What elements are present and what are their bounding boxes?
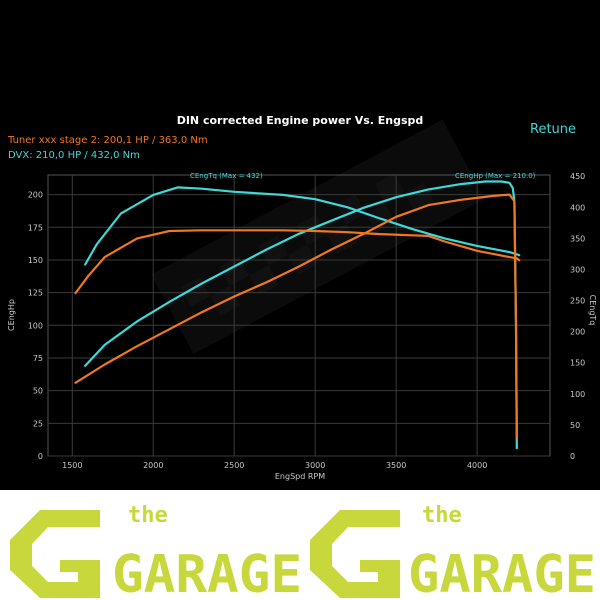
logo-right-small: the [422, 503, 462, 528]
y-tick-label-right: 350 [570, 234, 585, 243]
legend-tuner: Tuner xxx stage 2: 200,1 HP / 363,0 Nm [7, 135, 208, 146]
logo-left-big: GARAGE [112, 545, 302, 600]
garage-logo-left: the GARAGE [10, 503, 302, 600]
tick-labels: 1500 2000 2500 3000 3500 40000255075100125150… [28, 172, 586, 470]
y-tick-label-right: 200 [570, 328, 585, 337]
x-tick-label: 4000 [467, 461, 487, 470]
garage-logo-right: the GARAGE [310, 503, 596, 600]
y-tick-label-left: 200 [28, 191, 43, 200]
x-tick-label: 3500 [386, 461, 406, 470]
dvx-torque-curve [84, 186, 521, 266]
g-emblem-right-icon [310, 510, 400, 598]
tuner-torque-curve [74, 229, 521, 295]
y-tick-label-left: 25 [33, 419, 43, 428]
g-emblem-left-icon [10, 510, 100, 598]
grid [48, 175, 550, 457]
y-tick-label-left: 175 [28, 223, 43, 232]
legend-dvx: DVX: 210,0 HP / 432,0 Nm [8, 150, 140, 161]
y-axis-label-left: CEngHp [7, 299, 16, 331]
y-tick-label-right: 450 [570, 172, 585, 181]
chart-title: DIN corrected Engine power Vs. Engspd [177, 114, 424, 127]
annotation-hp-max: CEngHp (Max = 210.0) [455, 172, 536, 180]
y-tick-label-right: 250 [570, 297, 585, 306]
dvx-hp-curve [84, 180, 518, 450]
y-tick-label-right: 150 [570, 359, 585, 368]
y-tick-label-right: 300 [570, 265, 585, 274]
y-tick-label-right: 100 [570, 390, 585, 399]
x-tick-label: 2500 [224, 461, 244, 470]
y-tick-label-left: 150 [28, 256, 43, 265]
annotation-torque-max: CEngTq (Max = 432) [190, 172, 263, 180]
series-lines [74, 180, 521, 450]
tuner-hp-curve [74, 193, 518, 439]
y-tick-label-left: 50 [33, 387, 43, 396]
y-tick-label-left: 75 [33, 354, 43, 363]
y-tick-label-left: 100 [28, 321, 43, 330]
retune-label: Retune [530, 122, 576, 137]
y-tick-label-left: 0 [38, 452, 43, 461]
x-axis-label: EngSpd RPM [275, 472, 325, 481]
y-tick-label-right: 0 [570, 452, 575, 461]
y-tick-label-left: 125 [28, 289, 43, 298]
logo-left-small: the [128, 503, 168, 528]
y-tick-label-right: 50 [570, 421, 580, 430]
y-axis-label-right: CEngTq [588, 295, 597, 326]
x-tick-label: 3000 [305, 461, 325, 470]
x-tick-label: 2000 [143, 461, 163, 470]
y-tick-label-right: 400 [570, 203, 585, 212]
x-tick-label: 1500 [62, 461, 82, 470]
logo-right-big: GARAGE [408, 545, 596, 600]
